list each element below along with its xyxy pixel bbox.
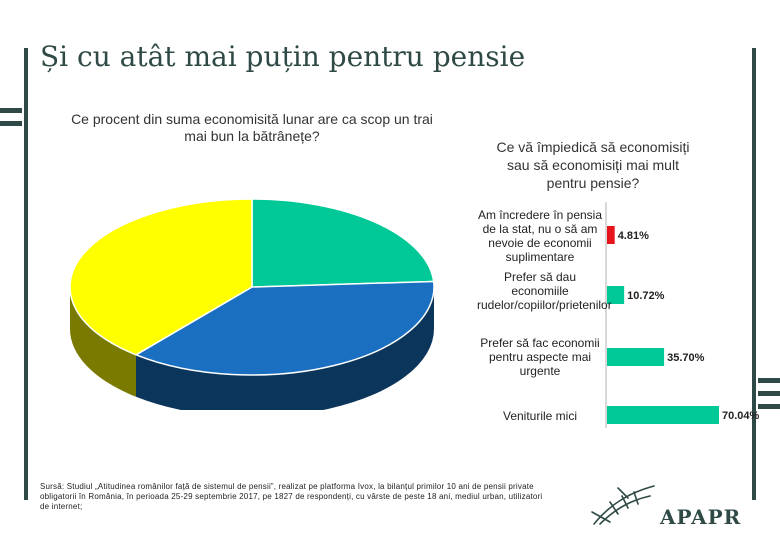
bar-chart: 4.81% 10.72% 35.70% 70.04% — [605, 202, 760, 428]
bar-category-label: Am încredere în pensia de la stat, nu o … — [477, 208, 603, 264]
bar-category-label: Prefer să fac economii pentru aspecte ma… — [480, 336, 600, 378]
right-dash-1 — [758, 378, 780, 383]
pie-slice-side — [135, 287, 434, 410]
right-accent-bar — [752, 48, 756, 500]
bar-value-label: 70.04% — [722, 410, 760, 422]
bar-value-label: 35.70% — [667, 352, 705, 364]
bar-3 — [607, 348, 665, 366]
bar-1 — [607, 226, 615, 244]
pie-slice-2 — [135, 280, 435, 376]
bar-4 — [607, 406, 719, 424]
pie-chart-question: Ce procent din suma economisită lunar ar… — [71, 111, 433, 144]
bar-value-label: 10.72% — [627, 290, 665, 302]
logo-text: APAPR — [660, 505, 742, 529]
left-dash-2 — [0, 121, 22, 126]
bar-chart-question: Ce vă împiedică să economisiți sau să ec… — [496, 139, 690, 191]
pie-slice-1 — [251, 198, 435, 288]
bar-category-label: Prefer să dau economiile rudelor/copiilo… — [477, 270, 612, 312]
bar-value-label: 4.81% — [618, 230, 649, 242]
right-dash-3 — [758, 404, 780, 409]
right-dash-2 — [758, 391, 780, 396]
pie-slice-3 — [69, 198, 253, 356]
bar-category-label: Veniturile mici — [502, 409, 578, 423]
pie-slice-side — [70, 287, 136, 397]
source-note: Sursă: Studiul „Atitudinea românilor faț… — [40, 482, 543, 511]
left-accent-bar — [24, 48, 28, 500]
apapr-logo-graphic — [591, 485, 655, 525]
bar-2 — [607, 286, 625, 304]
slide-title: Și cu atât mai puțin pentru pensie — [40, 40, 526, 73]
left-dash-1 — [0, 108, 22, 113]
pie-chart — [69, 198, 435, 410]
